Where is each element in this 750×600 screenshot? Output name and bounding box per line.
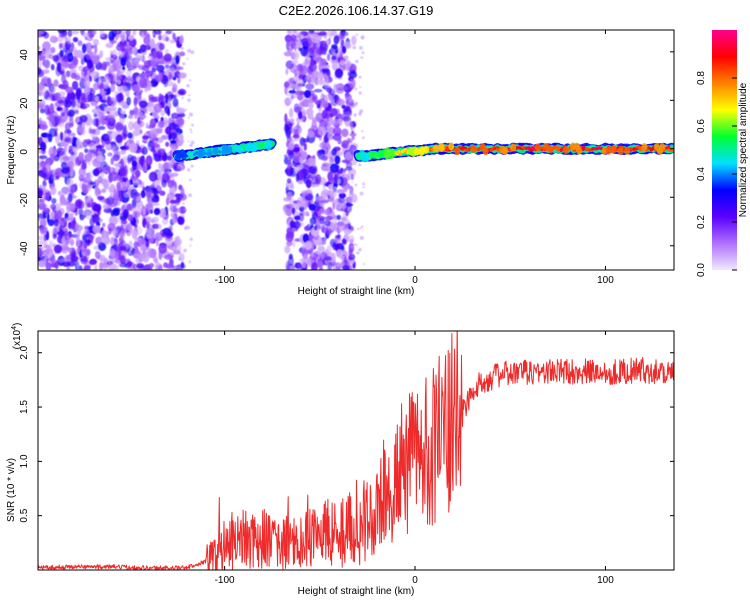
x-axis-label: Height of straight line (km) [298,586,415,597]
colorbar-tick-label: 0.2 [696,215,707,229]
colorbar-label: Normalized spectral amplitude [738,82,749,217]
y-tick-label: 1.5 [19,400,30,414]
x-tick-label: -100 [215,275,235,286]
snr-series-line [38,331,674,570]
y-axis-label: SNR (10 * v/v) [6,458,17,522]
y-axis-label: Frequency (Hz) [6,116,17,185]
x-tick-label: 0 [412,575,418,586]
y-tick-label: 2.0 [19,345,30,359]
y-multiplier: (x104) [11,323,23,350]
colorbar-tick-label: 0.8 [696,71,707,85]
y-tick-label: 1.0 [19,454,30,468]
noise-region [282,30,366,270]
x-tick-label: 0 [412,275,418,286]
y-tick-label: -40 [19,241,30,256]
y-tick-label: 40 [19,49,30,61]
colorbar-tick-label: 0.0 [696,263,707,277]
y-tick-label: -20 [19,193,30,208]
noise-region [38,30,195,270]
spectrogram-frame [37,29,675,271]
x-axis-label: Height of straight line (km) [298,286,415,297]
spectrogram-panel: -100 0 100 -40 -20 0 20 40 Height of straight li… [6,29,675,297]
snr-panel: -100 0 100 0.5 1.0 1.5 2.0 Height of straight l… [6,323,675,597]
x-tick-label: 100 [597,275,614,286]
x-tick-label: -100 [215,575,235,586]
signal-track [172,138,674,163]
figure-title: C2E2.2026.106.14.37.G19 [279,3,434,18]
snr-plot [38,331,674,570]
colorbar-gradient [712,30,737,270]
y-tick-label: 0 [19,149,30,155]
colorbar: 0.0 0.2 0.4 0.6 0.8 Normalized spectral ampli… [696,30,749,277]
x-tick-label: 100 [597,575,614,586]
spectrogram-plot [38,30,674,270]
y-multiplier-text: (x104) [11,323,23,350]
snr-frame [37,330,675,571]
y-tick-label: 0.5 [19,508,30,522]
y-tick-label: 20 [19,97,30,109]
colorbar-tick-label: 0.6 [696,119,707,133]
colorbar-tick-label: 0.4 [696,167,707,181]
